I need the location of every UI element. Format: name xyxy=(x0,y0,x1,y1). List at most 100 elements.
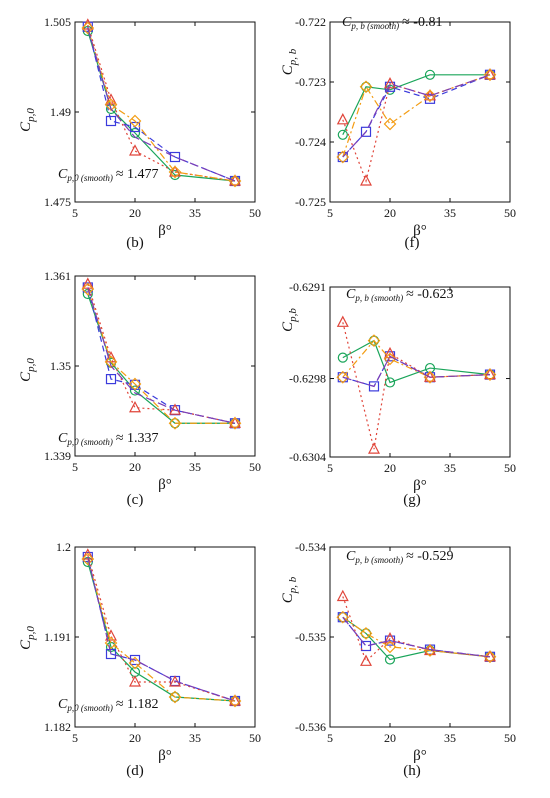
y-tick-label: 1.505 xyxy=(44,15,71,29)
x-tick-label: 50 xyxy=(504,731,516,745)
y-tick-label: -0.536 xyxy=(295,720,326,734)
y-tick-label: -0.6291 xyxy=(289,280,326,294)
panel-caption: (f) xyxy=(405,235,420,251)
series-line-square xyxy=(87,287,236,424)
point-circle xyxy=(368,335,380,346)
point-circle xyxy=(337,352,348,363)
x-tick-label: 35 xyxy=(189,731,201,745)
x-axis-label: β° xyxy=(413,223,427,239)
point-triangle xyxy=(384,346,396,359)
point-triangle xyxy=(336,315,349,327)
point-square xyxy=(105,648,117,660)
y-axis-label: Cp, b xyxy=(280,48,299,75)
series-line-dashline xyxy=(342,355,491,388)
y-tick-label: 1.475 xyxy=(44,195,71,209)
x-axis-label: β° xyxy=(158,223,172,239)
point-diamond xyxy=(128,656,142,670)
y-axis-label-sub: p,0 xyxy=(25,108,37,123)
point-circle xyxy=(360,628,372,639)
series-line-diamond xyxy=(87,558,236,702)
x-axis-label: β° xyxy=(413,748,427,764)
point-triangle xyxy=(484,68,496,80)
series-line-triangle xyxy=(87,284,236,424)
y-tick-label: -0.723 xyxy=(295,75,326,89)
x-tick-label: 35 xyxy=(444,731,456,745)
series-line-triangle xyxy=(87,554,236,702)
y-tick-label: -0.724 xyxy=(295,135,326,149)
point-diamond xyxy=(168,690,182,704)
y-tick-label: -0.6304 xyxy=(289,450,326,464)
point-square xyxy=(337,151,348,163)
series-line-circle xyxy=(342,74,490,136)
point-circle xyxy=(424,69,436,80)
point-diamond xyxy=(168,416,182,430)
point-diamond xyxy=(104,355,118,369)
plot-frame xyxy=(74,21,256,203)
y-axis-label: Cp,b xyxy=(280,308,299,332)
y-tick-label: 1.2 xyxy=(56,540,71,554)
point-triangle xyxy=(368,442,380,454)
point-diamond xyxy=(81,21,95,35)
annotation-value: ≈ 1.477 xyxy=(116,167,159,182)
point-diamond xyxy=(128,114,142,128)
point-triangle xyxy=(336,589,349,602)
x-axis-label: β° xyxy=(413,478,427,494)
x-axis-label: β° xyxy=(158,477,172,493)
y-tick-label: 1.191 xyxy=(44,630,71,644)
x-tick-label: 35 xyxy=(189,460,201,474)
point-diamond xyxy=(81,282,95,296)
x-tick-label: 50 xyxy=(504,461,516,475)
annotation-main: C xyxy=(342,15,352,30)
x-tick-label: 20 xyxy=(129,731,141,745)
annotation-main: C xyxy=(346,287,356,302)
point-triangle xyxy=(336,113,349,125)
y-tick-label: -0.725 xyxy=(295,195,326,209)
series-line-diamond xyxy=(342,74,491,158)
smooth-annotation: Cp,0 (smooth) ≈ 1.182 xyxy=(58,697,159,713)
point-diamond xyxy=(383,117,397,131)
series-line-diamond xyxy=(87,27,236,182)
y-axis-label: Cp,0 xyxy=(18,626,37,650)
series-line-triangle xyxy=(342,74,491,184)
x-axis-label: β° xyxy=(158,748,172,764)
series-line-diamond xyxy=(87,288,235,424)
point-diamond xyxy=(367,334,381,347)
annotation-main: C xyxy=(58,697,68,712)
point-triangle xyxy=(484,367,496,380)
y-axis-label-sub: p, b xyxy=(287,576,299,594)
point-square xyxy=(129,654,141,666)
annotation-sub: p, b (smooth) xyxy=(354,293,403,303)
y-axis-label-main: C xyxy=(280,321,296,332)
plot-frame xyxy=(329,546,511,728)
point-triangle xyxy=(129,144,141,156)
y-tick-label: 1.361 xyxy=(44,269,71,283)
x-tick-label: 35 xyxy=(444,206,456,220)
x-tick-label: 20 xyxy=(129,460,141,474)
x-tick-label: 5 xyxy=(72,206,78,220)
y-tick-label: -0.534 xyxy=(295,540,326,554)
point-square xyxy=(368,381,380,392)
annotation-main: C xyxy=(58,431,68,446)
smooth-annotation: Cp, b (smooth) ≈ -0.623 xyxy=(346,287,453,303)
y-axis-label-sub: p, b xyxy=(287,48,299,66)
point-diamond xyxy=(336,150,350,164)
x-tick-label: 35 xyxy=(189,206,201,220)
y-tick-label: -0.722 xyxy=(295,15,326,29)
point-triangle xyxy=(129,400,141,413)
plot-frame xyxy=(74,546,256,728)
annotation-main: C xyxy=(58,167,68,182)
point-diamond xyxy=(81,552,95,566)
y-tick-label: 1.35 xyxy=(50,359,71,373)
x-tick-label: 50 xyxy=(249,731,261,745)
y-axis-label: Cp, b xyxy=(280,576,299,603)
y-axis-label-sub: p,b xyxy=(287,308,299,323)
x-tick-label: 50 xyxy=(249,206,261,220)
series-line-dashline xyxy=(87,27,236,182)
panel-caption: (c) xyxy=(127,492,144,508)
annotation-value: ≈ -0.81 xyxy=(402,15,442,30)
point-diamond xyxy=(104,98,118,112)
